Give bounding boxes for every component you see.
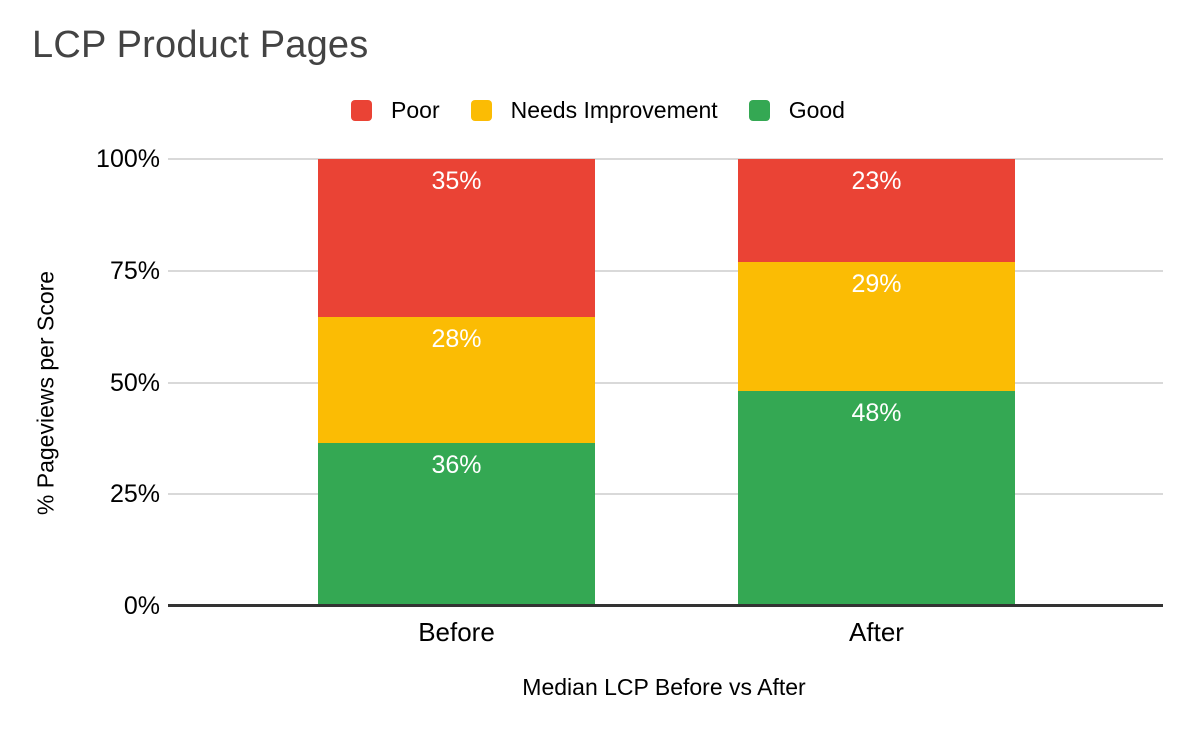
legend-label: Good bbox=[788, 97, 845, 123]
bar-segment-after-needs-improvement: 29% bbox=[738, 261, 1015, 392]
legend-item-needs-improvement: Needs Improvement bbox=[470, 97, 718, 124]
y-tick-label-75: 75% bbox=[109, 256, 160, 285]
y-tick-label-100: 100% bbox=[96, 145, 160, 173]
y-tick-label-0: 0% bbox=[123, 592, 160, 620]
bar-segment-before-good: 36% bbox=[318, 443, 595, 606]
bar-segment-label: 35% bbox=[431, 167, 482, 195]
y-axis-title: % Pageviews per Score bbox=[32, 270, 59, 516]
bar-segment-after-poor: 23% bbox=[738, 159, 1015, 262]
bar-segment-after-good: 48% bbox=[738, 391, 1015, 606]
gridline-25 bbox=[168, 493, 1163, 496]
legend: Poor Needs Improvement Good bbox=[0, 97, 1196, 124]
legend-swatch-good bbox=[748, 100, 770, 121]
y-tick-label-25: 25% bbox=[109, 480, 160, 509]
legend-item-good: Good bbox=[748, 97, 845, 124]
bar-segment-label: 23% bbox=[851, 167, 902, 195]
bar-before: 35% 28% 36% bbox=[318, 159, 595, 606]
bar-segment-before-needs-improvement: 28% bbox=[318, 317, 595, 444]
legend-label: Needs Improvement bbox=[510, 97, 718, 123]
bar-segment-label: 36% bbox=[431, 451, 482, 480]
chart-title: LCP Product Pages bbox=[32, 24, 369, 66]
x-axis-line bbox=[168, 604, 1163, 607]
bar-after: 23% 29% 48% bbox=[738, 159, 1015, 606]
bar-segment-label: 28% bbox=[431, 325, 482, 354]
gridline-100 bbox=[168, 158, 1163, 160]
bar-segment-before-poor: 35% bbox=[318, 159, 595, 318]
x-category-label-after: After bbox=[849, 617, 904, 647]
bar-segment-label: 48% bbox=[851, 399, 902, 428]
legend-swatch-poor bbox=[351, 100, 373, 121]
y-tick-label-50: 50% bbox=[109, 368, 160, 397]
legend-item-poor: Poor bbox=[351, 97, 440, 124]
gridline-75 bbox=[168, 269, 1163, 272]
x-axis-title: Median LCP Before vs After bbox=[522, 674, 806, 700]
gridline-50 bbox=[168, 381, 1163, 384]
plot-area: 35% 28% 36% 23% 29% 48% bbox=[168, 158, 1163, 607]
legend-swatch-needs-improvement bbox=[470, 100, 492, 121]
x-category-label-before: Before bbox=[418, 617, 495, 647]
legend-label: Poor bbox=[391, 97, 440, 123]
bar-segment-label: 29% bbox=[851, 269, 902, 298]
